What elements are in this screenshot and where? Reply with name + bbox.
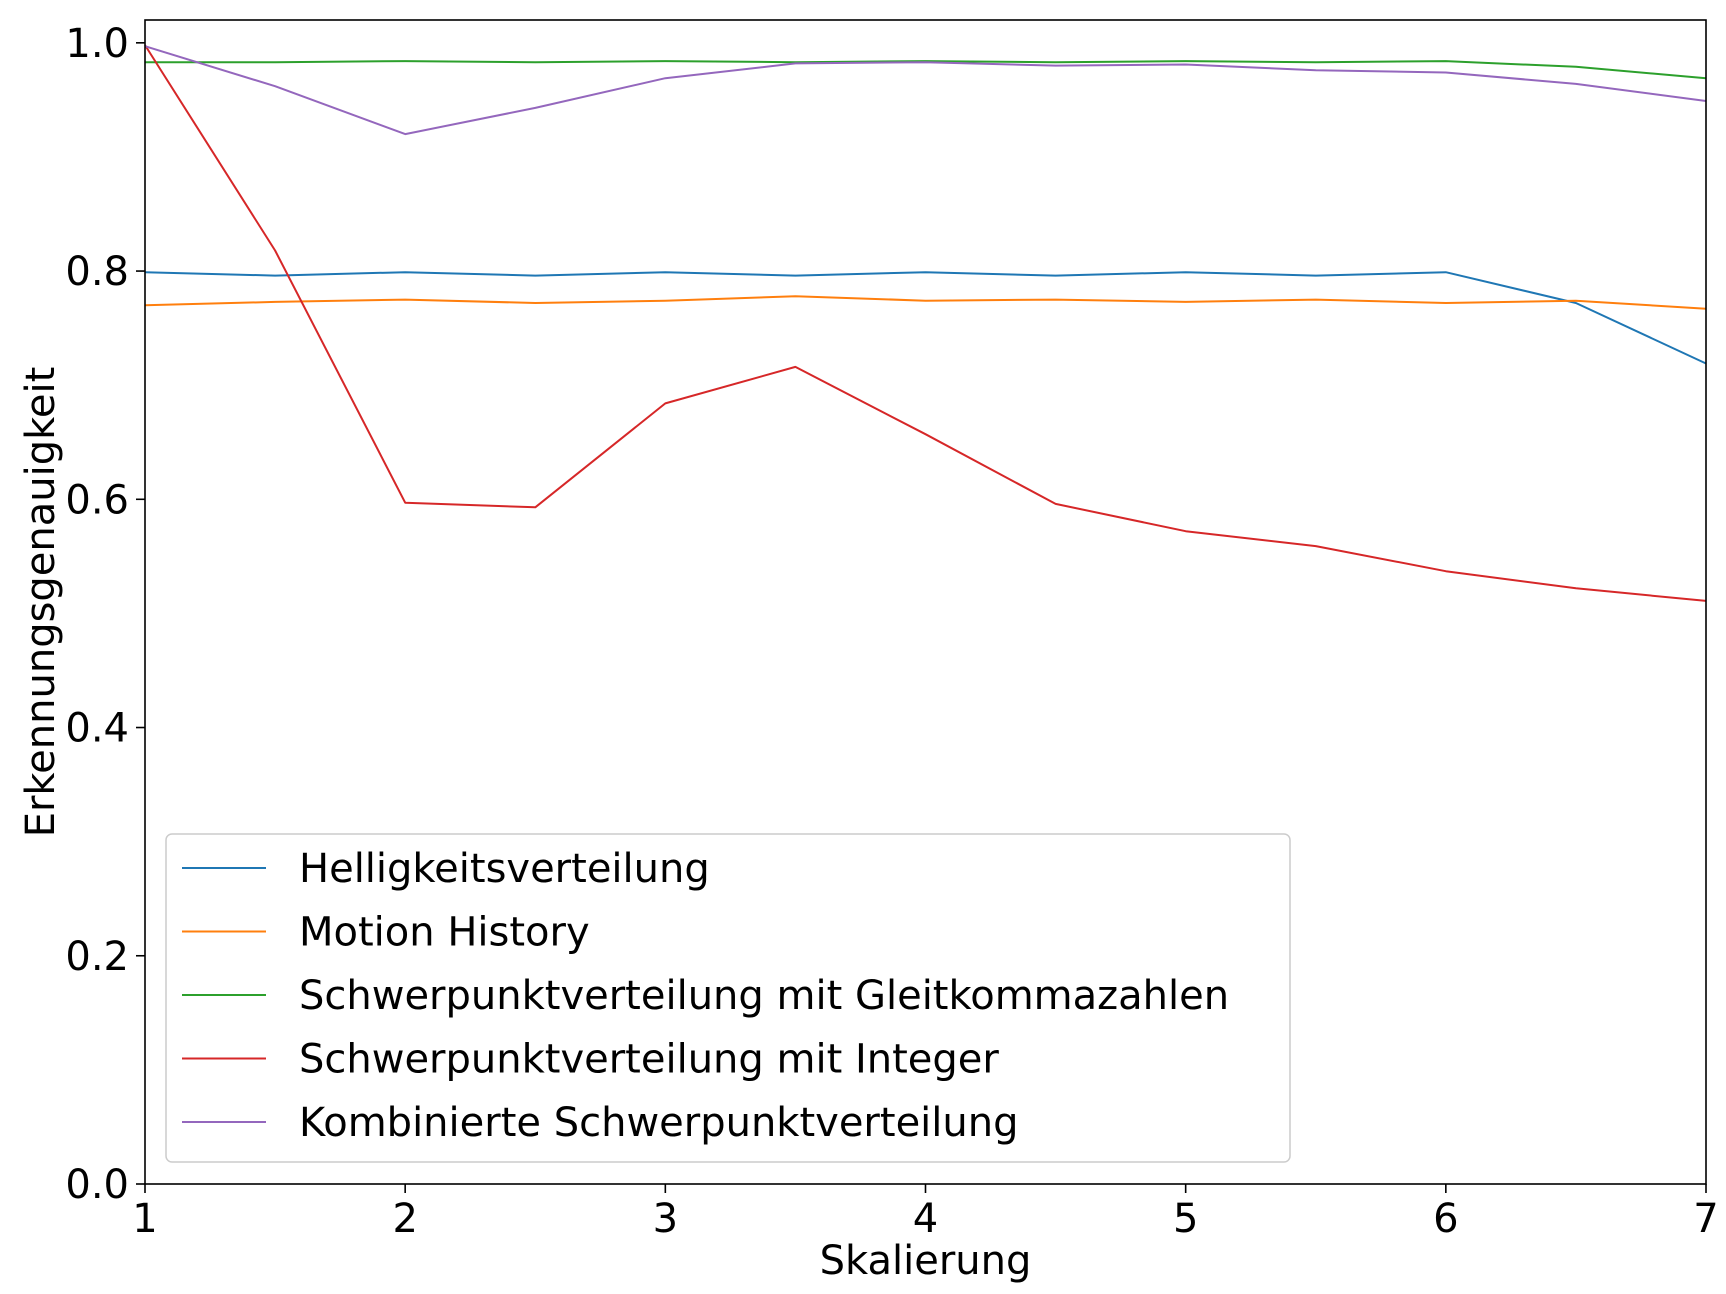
y-axis: 0.0 0.2 0.4 0.6 0.8 1.0	[65, 21, 145, 1208]
y-tick-label: 0.8	[65, 249, 129, 295]
legend-label-4: Schwerpunktverteilung mit Integer	[299, 1037, 999, 1083]
x-tick-label: 4	[913, 1196, 938, 1242]
x-tick-label: 5	[1173, 1196, 1198, 1242]
legend-label-2: Motion History	[299, 910, 590, 956]
plot-lines	[144, 44, 1707, 602]
legend-label-5: Kombinierte Schwerpunktverteilung	[299, 1100, 1019, 1146]
x-tick-label: 6	[1433, 1196, 1458, 1242]
x-axis-label: Skalierung	[820, 1238, 1032, 1284]
legend-label-3: Schwerpunktverteilung mit Gleitkommazahl…	[299, 973, 1229, 1019]
series-line-1	[144, 271, 1707, 365]
y-tick-label: 1.0	[65, 21, 129, 67]
y-tick-label: 0.4	[65, 706, 129, 752]
y-tick-label: 0.6	[65, 477, 129, 523]
legend: Helligkeitsverteilung Motion History Schwe…	[165, 833, 1291, 1163]
x-tick-label: 1	[132, 1196, 157, 1242]
x-tick-label: 7	[1693, 1196, 1718, 1242]
series-line-3	[145, 60, 1707, 80]
x-tick-label: 2	[392, 1196, 417, 1242]
y-tick-label: 0.0	[65, 1162, 129, 1208]
series-line-4	[144, 44, 1707, 602]
series-line-5	[144, 45, 1707, 136]
legend-box	[165, 833, 1291, 1163]
legend-label-1: Helligkeitsverteilung	[299, 846, 710, 892]
y-tick-label: 0.2	[65, 934, 129, 980]
x-tick-label: 3	[653, 1196, 678, 1242]
series-line-2	[144, 295, 1707, 310]
x-axis: 1 2 3 4 5 6 7	[132, 1184, 1719, 1242]
y-axis-label: Erkennungsgenauigkeit	[18, 367, 64, 838]
